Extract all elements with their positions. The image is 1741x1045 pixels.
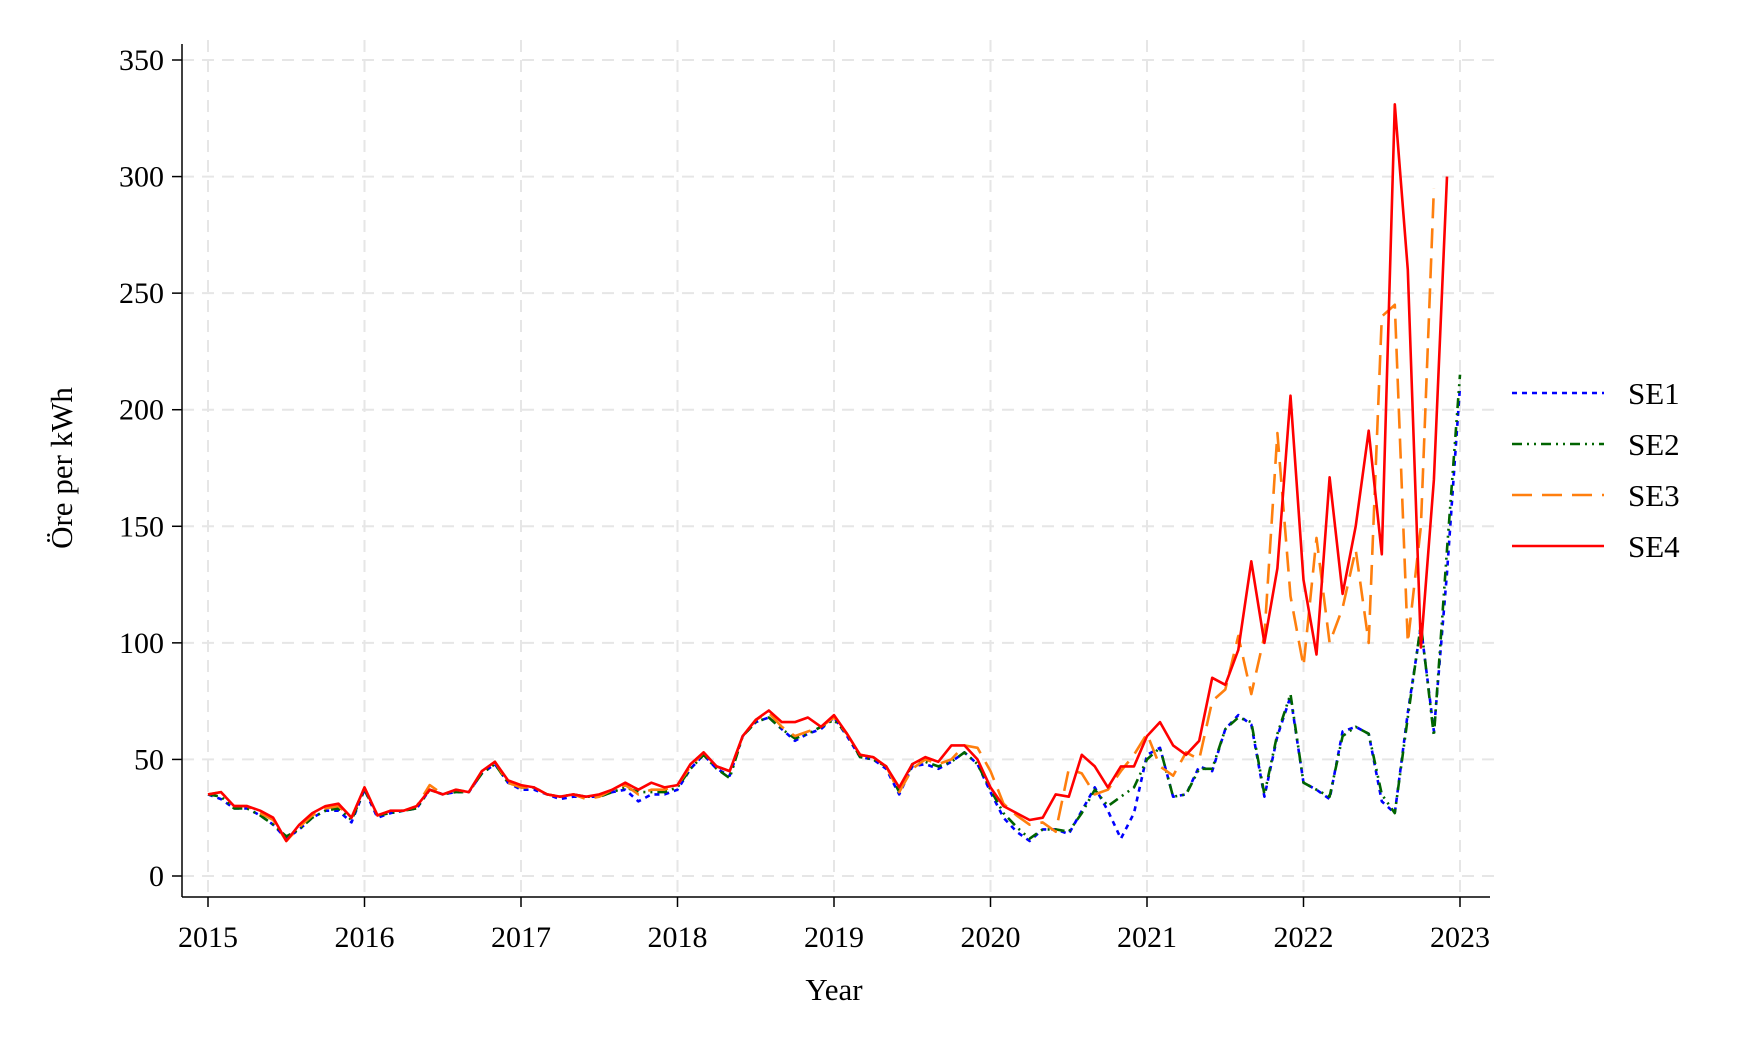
legend-label-se4: SE4	[1628, 529, 1680, 564]
x-tick-label: 2015	[178, 921, 238, 954]
grid-lines	[182, 40, 1500, 897]
x-axis-title: Year	[805, 972, 863, 1007]
y-tick-label: 0	[149, 860, 164, 893]
y-tick-label: 350	[119, 44, 164, 77]
series-layer	[207, 103, 1462, 843]
x-tick-label: 2018	[648, 921, 708, 954]
x-tick-label: 2017	[491, 921, 551, 954]
y-tick-label: 100	[119, 627, 164, 660]
y-tick-label: 50	[134, 743, 164, 776]
x-tick-label: 2023	[1430, 921, 1490, 954]
x-tick-label: 2016	[335, 921, 395, 954]
y-tick-label: 200	[119, 394, 164, 427]
y-tick-label: 150	[119, 510, 164, 543]
series-line-se3	[207, 188, 1436, 843]
x-tick-label: 2021	[1117, 921, 1177, 954]
legend-label-se2: SE2	[1628, 427, 1680, 462]
legend-label-se3: SE3	[1628, 478, 1680, 513]
axes: 2015 2016 2017 2018 2019 2020 2021 2022 2023 0 50 1…	[119, 44, 1490, 954]
y-tick-label: 300	[119, 161, 164, 194]
series-line-se4	[207, 103, 1449, 843]
series-line-se1	[207, 386, 1462, 843]
x-tick-label: 2019	[804, 921, 864, 954]
legend: SE1 SE2 SE3 SE4	[1512, 376, 1680, 564]
legend-label-se1: SE1	[1628, 376, 1680, 411]
y-axis-title: Öre per kWh	[44, 387, 79, 549]
x-tick-label: 2022	[1274, 921, 1334, 954]
x-tick-label: 2020	[961, 921, 1021, 954]
y-tick-label: 250	[119, 277, 164, 310]
